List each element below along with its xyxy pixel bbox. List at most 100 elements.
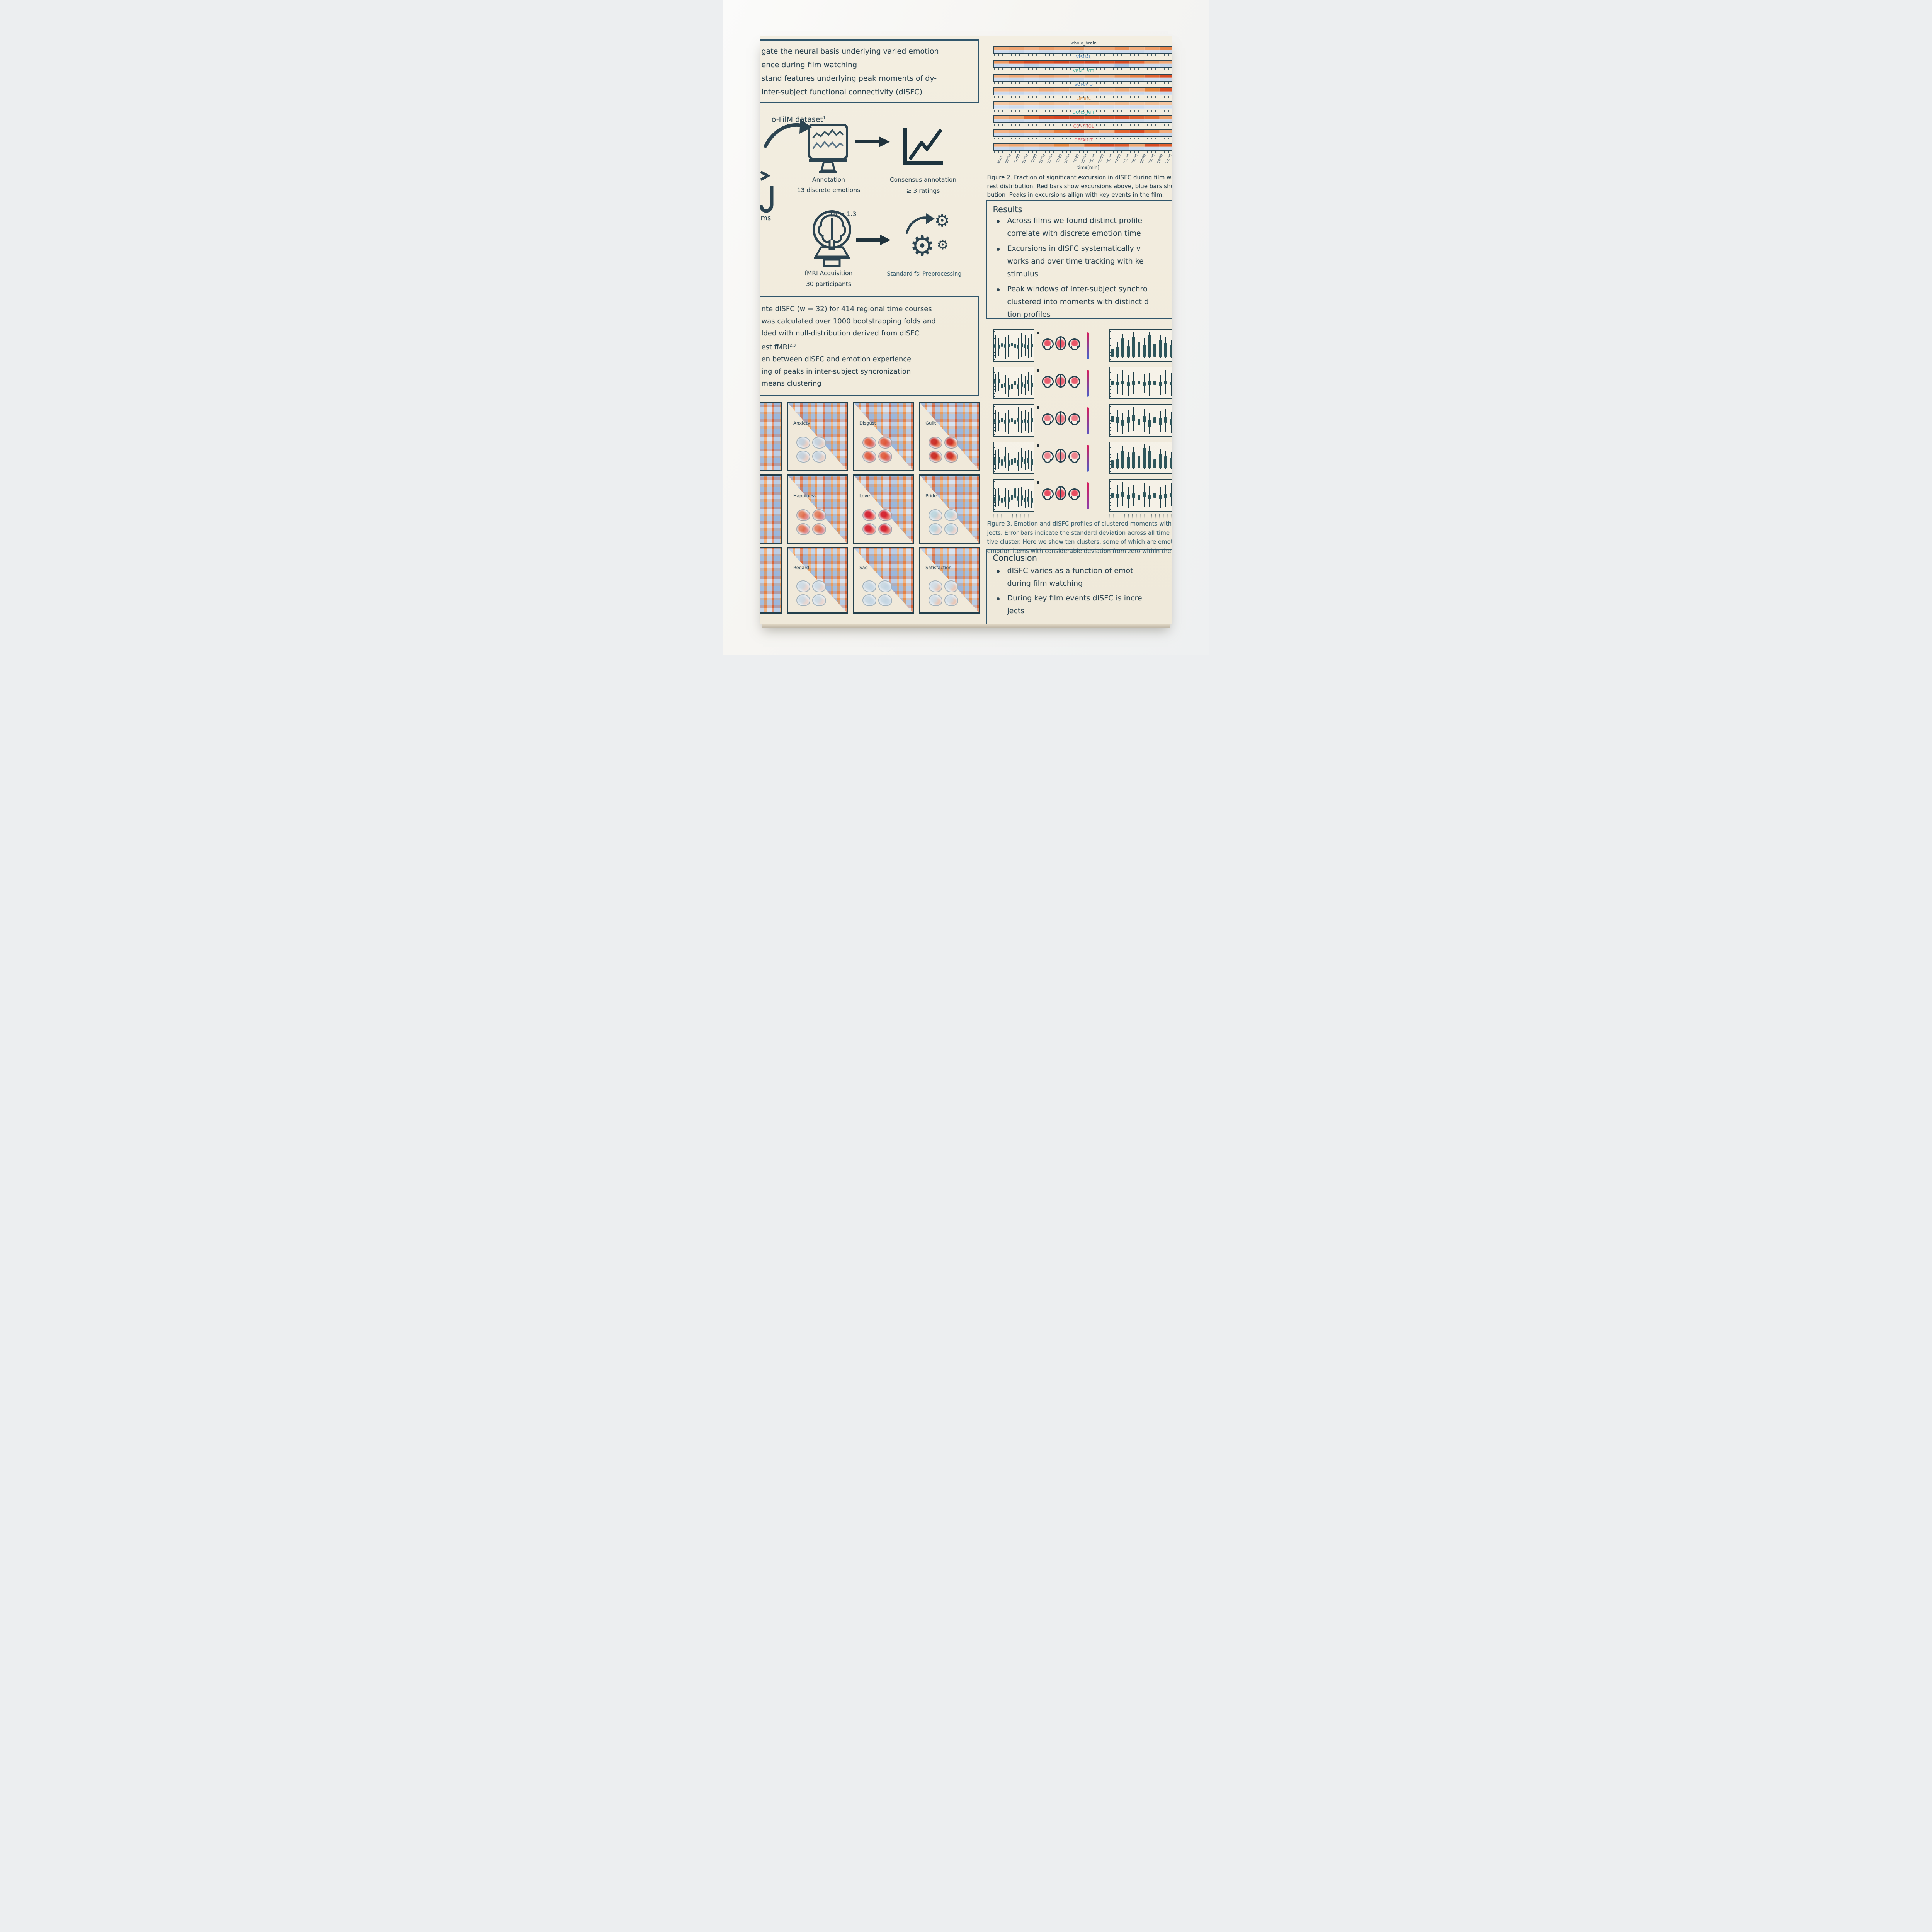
y-axis-ticks [1109,331,1111,360]
emotion-label: Happiness [793,493,817,499]
heatmap-cell [1114,147,1129,150]
candle-body [1116,417,1119,423]
heatmap-cell [1054,147,1069,150]
candle-body [1024,458,1026,464]
candle [1163,405,1168,436]
candle [1126,330,1131,361]
candle-body [1169,492,1172,497]
disfc-profile-panel [1109,367,1172,399]
heatmap-cell [1099,60,1114,64]
candle-body [1132,415,1135,421]
candle-body [1143,492,1146,497]
candle-body [1121,338,1124,357]
connectivity-mosaic [760,403,781,470]
band-tick-marks [993,137,1172,139]
heatmap-cell [1024,50,1039,53]
heatmap-cell [1144,74,1160,78]
candle [1020,367,1024,398]
heatmap-cell [1084,91,1099,95]
candle [1163,330,1168,361]
candle-body [1017,345,1020,349]
heatmap-cell [1084,60,1099,64]
bullet-line: dISFC varies as a function of emot [1007,566,1133,575]
brain-blob-icon [862,594,876,606]
heatmap-cell [1144,102,1160,105]
candle [1115,442,1120,473]
heatmap-cell [1159,105,1172,109]
candle [994,442,997,473]
time-tick-label: 07:00 [1114,153,1122,165]
excursions-below-row [993,91,1172,95]
results-title: Results [993,205,1022,214]
candle [997,330,1000,361]
candle-body [1159,382,1162,386]
heatmap-cell [1099,143,1114,147]
conclusion-box [986,549,1172,624]
emotion-tile: Happiness [787,474,848,544]
heatmap-cell [1084,116,1099,119]
candle-body [1153,381,1156,385]
network-label: whole_brain [1070,41,1097,46]
heatmap-cell [1009,119,1024,122]
candle-body [1143,382,1146,386]
heatmap-cell [1084,133,1099,136]
candle-body [1027,380,1029,384]
preprocessing-label: Standard fsl Preprocessing [887,271,962,277]
heatmap-cell [1069,91,1084,95]
candle [1024,367,1027,398]
heatmap-cell [1054,47,1069,50]
emotion-label: Sad [859,565,868,571]
activation-colorbar [1087,445,1089,472]
heatmap-cell [1129,64,1145,67]
candle [1152,330,1158,361]
heatmap-cell [1114,78,1129,81]
heatmap-cell [1024,64,1039,67]
heatmap-cell [1009,47,1024,50]
heatmap-cell [1069,78,1084,81]
heatmap-cell [1009,102,1024,105]
time-tick-label: 05:30 [1089,153,1097,165]
candle-body [1127,457,1130,469]
heatmap-cell [1144,119,1160,122]
heatmap-cell [993,78,1009,81]
heatmap-cell [1159,78,1172,81]
bullet-line: works and over time tracking with ke [1007,257,1144,265]
heatmap-cell [1054,133,1069,136]
heatmap-cell [1114,74,1129,78]
heatmap-cell [1024,88,1039,92]
time-tick-label: 06:00 [1097,153,1105,165]
candle-body [1137,456,1141,469]
candle-body [994,419,997,423]
heatmap-cell [1024,119,1039,122]
brain-blob-icon [796,509,810,521]
arrow-right-icon [855,136,890,147]
brain-blob-icon [928,580,942,592]
bullet-line: During key film events dISFC is incre [1007,594,1142,602]
heatmap-cell [1114,47,1129,50]
heatmap-cell [1054,129,1069,133]
conclusion-title: Conclusion [993,553,1037,563]
brain-map-grid [862,580,892,606]
brain-blob-icon [944,523,958,535]
legend-marker [1036,481,1039,484]
consensus-chart-icon [903,128,943,165]
candle-body [1017,418,1020,422]
excursions-above-row [993,74,1172,78]
monitor-icon [808,124,848,173]
candle [1147,367,1152,398]
candle-body [1001,459,1003,466]
heatmap-cell [1099,78,1114,81]
candle-body [997,379,1000,383]
heatmap-cell [1099,116,1114,119]
brain-blob-icon [862,580,876,592]
heatmap-cell [1159,143,1172,147]
candle [1131,367,1136,398]
heatmap-cell [1069,105,1084,109]
heatmap-cell [1084,50,1099,53]
excursions-above-row [993,102,1172,105]
heatmap-cell [1009,147,1024,150]
heatmap-cell [1099,102,1114,105]
candle-body [1127,382,1130,386]
candle-body [1011,418,1013,422]
brain-blob-icon [862,523,876,535]
